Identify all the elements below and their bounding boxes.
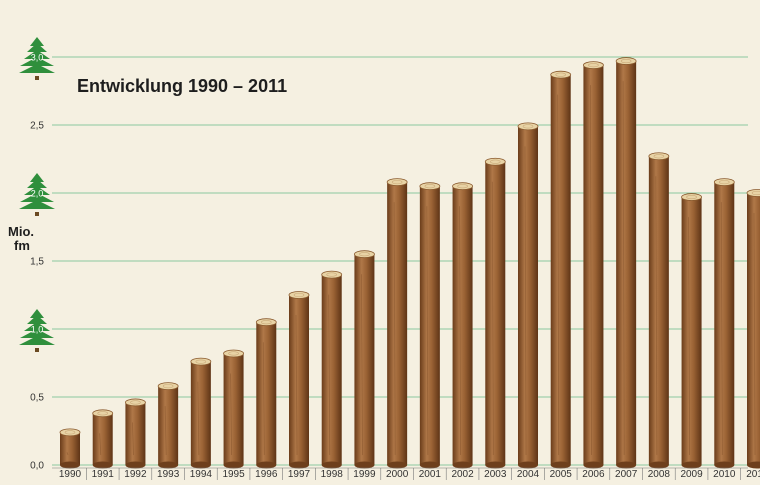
x-tick-label: 1999: [353, 469, 376, 480]
bar: [354, 250, 375, 469]
bar: [59, 428, 81, 469]
bar: [288, 291, 310, 469]
x-tick-label: 2007: [615, 469, 638, 480]
bar: [484, 157, 506, 469]
fir-tree-icon: [19, 37, 55, 80]
x-axis: 1990 1991 1992 1993 1994 1995 1996 1997 1998 1999…: [52, 467, 760, 480]
y-tick-label: 0,0: [30, 461, 44, 472]
y-tick-label: 1,0: [31, 325, 44, 335]
bar: [517, 122, 539, 469]
x-tick-label: 2001: [419, 469, 442, 480]
bar: [157, 382, 179, 469]
bar: [190, 357, 212, 469]
x-tick-label: 2008: [648, 469, 671, 480]
x-tick-label: 2006: [582, 469, 605, 480]
x-tick-label: 1993: [157, 469, 180, 480]
y-tick-label: 2,0: [31, 189, 44, 199]
y-tick-label: 0,5: [30, 393, 44, 404]
bar: [386, 178, 408, 469]
bar: [583, 61, 604, 469]
x-tick-label: 2005: [550, 469, 573, 480]
y-axis: 0,0 0,5 1,0 1,5 2,0 2,5 3,0: [19, 37, 55, 472]
bar: [419, 182, 441, 469]
bars: [59, 57, 760, 469]
y-axis-label-line-2: fm: [14, 238, 30, 253]
bar: [648, 152, 670, 469]
bar: [321, 270, 343, 469]
bar: [92, 409, 114, 469]
x-tick-label: 1994: [190, 469, 213, 480]
x-tick-label: 1990: [59, 469, 82, 480]
x-tick-label: 1991: [92, 469, 115, 480]
x-tick-label: 1998: [321, 469, 344, 480]
bar: [681, 193, 702, 469]
bar: [255, 318, 277, 469]
bar: [125, 398, 146, 469]
chart-title: Entwicklung 1990 – 2011: [77, 76, 287, 96]
bar: [746, 189, 760, 469]
bar: [615, 57, 637, 469]
x-tick-label: 2004: [517, 469, 540, 480]
y-axis-label-line-1: Mio.: [8, 224, 34, 239]
x-tick-label: 2009: [680, 469, 703, 480]
x-tick-label: 2000: [386, 469, 409, 480]
x-tick-label: 1995: [222, 469, 245, 480]
bar: [452, 182, 473, 469]
x-tick-label: 2003: [484, 469, 507, 480]
x-tick-label: 1996: [255, 469, 278, 480]
bar: [223, 349, 244, 469]
fir-tree-icon: [19, 173, 55, 216]
bar: [550, 70, 572, 469]
x-tick-label: 2002: [451, 469, 474, 480]
bar: [713, 178, 735, 469]
y-tick-label: 2,5: [30, 121, 44, 132]
x-tick-label: 1997: [288, 469, 311, 480]
y-tick-label: 3,0: [31, 53, 44, 63]
x-tick-label: 2011: [746, 469, 760, 480]
y-tick-label: 1,5: [30, 257, 44, 268]
x-tick-label: 2010: [713, 469, 736, 480]
fir-tree-icon: [19, 309, 55, 352]
x-tick-label: 1992: [124, 469, 147, 480]
